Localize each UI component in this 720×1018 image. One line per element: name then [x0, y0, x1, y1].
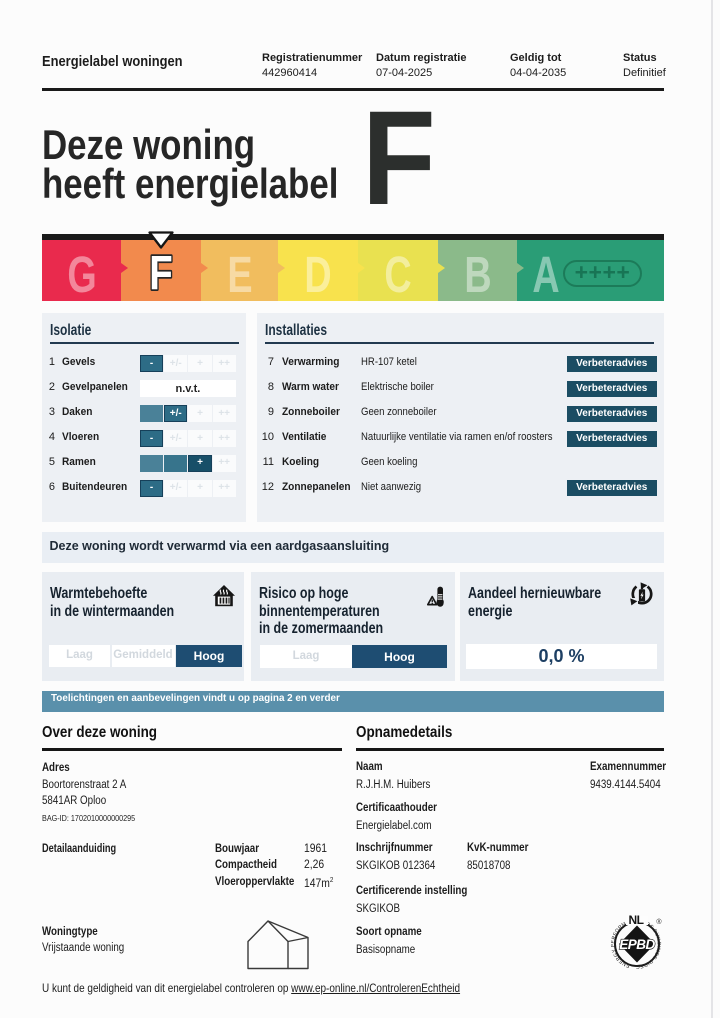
svg-text:F: F: [149, 247, 172, 300]
svg-text:EPBD: EPBD: [619, 937, 655, 952]
svg-text:NL: NL: [629, 913, 644, 927]
svg-text:®: ®: [656, 918, 662, 926]
